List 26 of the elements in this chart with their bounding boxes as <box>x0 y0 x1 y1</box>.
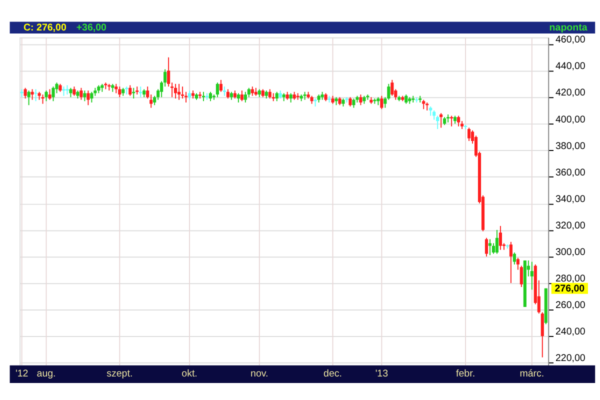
y-tick-label: 440,00 <box>555 61 586 72</box>
y-tick-label: 240,00 <box>555 326 586 338</box>
x-tick-label: dec. <box>324 368 342 380</box>
x-tick-label: szept. <box>106 368 133 380</box>
x-tick-label: febr. <box>456 368 476 380</box>
y-tick-label: 380,00 <box>555 140 586 152</box>
x-tick-label: márc. <box>520 368 544 380</box>
y-tick-label: 360,00 <box>555 167 586 178</box>
x-tick-label: nov. <box>250 368 268 380</box>
y-tick-label: 420,00 <box>555 88 586 99</box>
y-tick-label: 400,00 <box>555 114 586 126</box>
text: naponta <box>549 22 588 34</box>
y-tick-label: 220,00 <box>555 353 586 364</box>
y-tick-label: 340,00 <box>555 194 586 205</box>
y-tick-label: 300,00 <box>555 247 586 258</box>
x-tick-label: aug. <box>36 368 56 380</box>
text: C: 276,00 <box>23 22 67 34</box>
x-tick-label: '13 <box>375 368 388 380</box>
x-tick-label: '12 <box>15 368 28 380</box>
y-tick-label: 260,00 <box>555 300 586 312</box>
y-tick-label: 320,00 <box>555 220 586 232</box>
y-tick-label: 280,00 <box>555 274 586 285</box>
annotation: 276,00 <box>554 283 586 294</box>
y-tick-label: 460,00 <box>555 34 586 46</box>
text: +36,00 <box>76 22 108 34</box>
x-tick-label: okt. <box>182 368 198 380</box>
